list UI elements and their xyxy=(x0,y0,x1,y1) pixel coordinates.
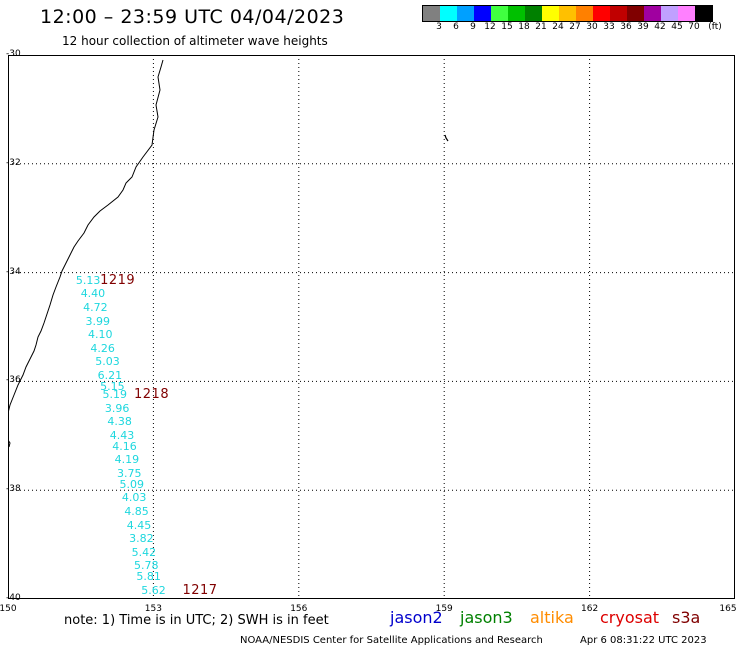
longitude-label: 165 xyxy=(719,604,737,614)
legend-label: 42 xyxy=(654,22,666,32)
satellite-altika: altika xyxy=(530,608,574,627)
wave-height-value: 5.19 xyxy=(102,388,128,401)
color-legend-labels: 3 6 9 12 15 18 21 24 27 30 33 36 39 42 45 70 (ft) xyxy=(422,22,722,34)
longitude-label: 162 xyxy=(581,604,599,614)
latitude-label: -38 xyxy=(6,484,21,495)
pass-time-label: 1218 xyxy=(134,387,170,402)
legend-label: 36 xyxy=(620,22,632,32)
latitude-label: -34 xyxy=(6,266,21,277)
legend-swatch xyxy=(559,6,576,21)
latitude-label: -36 xyxy=(6,375,21,386)
latitude-label: -40 xyxy=(6,593,21,603)
wave-height-value: 4.72 xyxy=(83,300,108,314)
wave-height-value: 4.38 xyxy=(107,415,132,429)
coastline xyxy=(8,59,164,414)
wave-height-value: 4.45 xyxy=(126,518,152,532)
longitude-label: 150 xyxy=(0,604,17,614)
legend-swatch xyxy=(644,6,661,21)
legend-label: 9 xyxy=(470,22,476,32)
legend-label: 24 xyxy=(552,22,564,32)
pass-time-label: 1217 xyxy=(182,582,218,598)
map-subtitle: 12 hour collection of altimeter wave hei… xyxy=(62,34,328,48)
wave-height-value: 4.40 xyxy=(80,287,106,301)
longitude-label: 153 xyxy=(144,604,162,614)
legend-swatch xyxy=(508,6,525,21)
wave-height-value: 3.75 xyxy=(117,466,142,480)
legend-label: 3 xyxy=(436,22,442,32)
wave-height-value: 4.85 xyxy=(124,504,149,518)
legend-swatch xyxy=(542,6,559,21)
wave-height-value: 4.19 xyxy=(114,453,140,467)
legend-label: 27 xyxy=(569,22,581,32)
legend-label: 21 xyxy=(535,22,547,32)
wave-height-value: 5.09 xyxy=(119,477,144,491)
legend-swatch xyxy=(525,6,542,21)
legend-swatch xyxy=(491,6,508,21)
wave-height-value: 4.03 xyxy=(121,491,147,505)
legend-label: 45 xyxy=(671,22,683,32)
latitude-label: -32 xyxy=(6,157,21,168)
legend-swatch xyxy=(457,6,474,21)
legend-label: 70 xyxy=(688,22,700,32)
map-title: 12:00 – 23:59 UTC 04/04/2023 xyxy=(40,6,345,28)
legend-swatch xyxy=(593,6,610,21)
wave-height-value: 4.10 xyxy=(87,328,113,342)
legend-label: 30 xyxy=(586,22,598,32)
wave-height-value: 3.96 xyxy=(104,401,130,415)
legend-swatch xyxy=(627,6,644,21)
satellite-jason2: jason2 xyxy=(390,608,443,627)
legend-swatch xyxy=(661,6,678,21)
longitude-label: 159 xyxy=(435,604,453,614)
wave-height-value: 5.15 xyxy=(100,379,125,393)
map-frame xyxy=(8,55,735,599)
island xyxy=(444,134,449,142)
color-legend xyxy=(422,5,713,22)
legend-swatch xyxy=(678,6,695,21)
legend-swatch xyxy=(695,6,712,21)
wave-height-value: 5.62 xyxy=(141,583,166,597)
legend-swatch xyxy=(423,6,440,21)
wave-height-value: 5.81 xyxy=(136,570,161,584)
wave-height-value: 5.13 xyxy=(75,273,101,287)
legend-label: 6 xyxy=(453,22,459,32)
longitude-label: 156 xyxy=(290,604,308,614)
wave-height-value: 4.16 xyxy=(112,439,137,453)
wave-height-value: 6.21 xyxy=(97,368,123,382)
wave-height-value: 5.42 xyxy=(131,545,157,559)
footer-timestamp: Apr 6 08:31:22 UTC 2023 xyxy=(580,635,707,646)
map-border xyxy=(8,55,735,599)
legend-label: 18 xyxy=(518,22,530,32)
coastline-south xyxy=(8,439,11,448)
satellite-jason3: jason3 xyxy=(460,608,513,627)
legend-swatch xyxy=(576,6,593,21)
legend-label: 39 xyxy=(637,22,649,32)
wave-height-value: 4.43 xyxy=(109,428,135,442)
graticule xyxy=(8,55,735,599)
legend-swatch xyxy=(440,6,457,21)
wave-height-value: 3.99 xyxy=(85,314,111,328)
legend-unit: (ft) xyxy=(708,22,722,32)
pass-time-label: 1219 xyxy=(100,272,136,288)
legend-swatch xyxy=(610,6,627,21)
wave-height-value: 5.78 xyxy=(134,559,159,573)
footer-note: note: 1) Time is in UTC; 2) SWH is in fe… xyxy=(64,613,329,628)
footer-credit: NOAA/NESDIS Center for Satellite Applica… xyxy=(240,635,543,646)
legend-label: 33 xyxy=(603,22,615,32)
satellite-s3a: s3a xyxy=(672,608,701,627)
latitude-label: -30 xyxy=(6,49,21,59)
satellite-cryosat: cryosat xyxy=(600,608,660,627)
wave-height-value: 4.26 xyxy=(90,341,115,355)
legend-label: 12 xyxy=(484,22,496,32)
wave-height-value: 5.03 xyxy=(95,355,120,369)
wave-height-value: 3.82 xyxy=(129,532,154,546)
legend-swatch xyxy=(474,6,491,21)
legend-label: 15 xyxy=(501,22,513,32)
